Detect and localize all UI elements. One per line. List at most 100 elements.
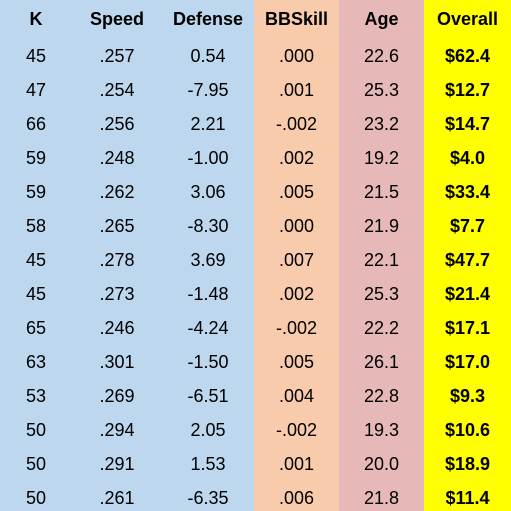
cell-defense: 2.05: [162, 413, 254, 447]
header-overall: Overall: [424, 0, 511, 39]
cell-k: 47: [0, 73, 72, 107]
cell-overall: $21.4: [424, 277, 511, 311]
cell-k: 63: [0, 345, 72, 379]
cell-age: 26.1: [339, 345, 424, 379]
cell-overall: $4.0: [424, 141, 511, 175]
cell-bbskill: -.002: [254, 413, 339, 447]
cell-defense: -4.24: [162, 311, 254, 345]
header-row: K Speed Defense BBSkill Age Overall: [0, 0, 511, 39]
table-row: 59.262 3.06.005 21.5 $33.4: [0, 175, 511, 209]
cell-bbskill: .002: [254, 277, 339, 311]
cell-bbskill: -.002: [254, 311, 339, 345]
cell-k: 45: [0, 243, 72, 277]
cell-bbskill: .007: [254, 243, 339, 277]
cell-bbskill: .004: [254, 379, 339, 413]
cell-defense: 1.53: [162, 447, 254, 481]
cell-k: 50: [0, 447, 72, 481]
cell-speed: .273: [72, 277, 162, 311]
header-speed: Speed: [72, 0, 162, 39]
header-age: Age: [339, 0, 424, 39]
table-row: 47.254 -7.95.001 25.3 $12.7: [0, 73, 511, 107]
cell-age: 19.3: [339, 413, 424, 447]
cell-k: 50: [0, 413, 72, 447]
cell-defense: 3.69: [162, 243, 254, 277]
table-row: 45.278 3.69.007 22.1 $47.7: [0, 243, 511, 277]
cell-speed: .246: [72, 311, 162, 345]
cell-speed: .269: [72, 379, 162, 413]
cell-age: 22.2: [339, 311, 424, 345]
cell-speed: .278: [72, 243, 162, 277]
header-bbskill: BBSkill: [254, 0, 339, 39]
cell-overall: $10.6: [424, 413, 511, 447]
cell-bbskill: .006: [254, 481, 339, 511]
cell-overall: $18.9: [424, 447, 511, 481]
cell-defense: -1.50: [162, 345, 254, 379]
cell-age: 22.6: [339, 39, 424, 73]
cell-overall: $11.4: [424, 481, 511, 511]
table-body: 45.257 0.54.000 22.6 $62.4 47.254 -7.95.001 25…: [0, 39, 511, 511]
table-row: 65.246 -4.24 -.002 22.2 $17.1: [0, 311, 511, 345]
cell-age: 22.8: [339, 379, 424, 413]
cell-defense: -6.51: [162, 379, 254, 413]
cell-speed: .254: [72, 73, 162, 107]
cell-bbskill: .005: [254, 345, 339, 379]
cell-overall: $9.3: [424, 379, 511, 413]
cell-speed: .294: [72, 413, 162, 447]
table-row: 63.301 -1.50.005 26.1 $17.0: [0, 345, 511, 379]
cell-defense: 2.21: [162, 107, 254, 141]
table-row: 45.257 0.54.000 22.6 $62.4: [0, 39, 511, 73]
cell-speed: .291: [72, 447, 162, 481]
header-k: K: [0, 0, 72, 39]
cell-overall: $17.0: [424, 345, 511, 379]
cell-speed: .262: [72, 175, 162, 209]
cell-bbskill: -.002: [254, 107, 339, 141]
cell-defense: -7.95: [162, 73, 254, 107]
cell-defense: -6.35: [162, 481, 254, 511]
cell-overall: $7.7: [424, 209, 511, 243]
table-row: 59.248 -1.00.002 19.2 $4.0: [0, 141, 511, 175]
cell-overall: $14.7: [424, 107, 511, 141]
cell-defense: -1.00: [162, 141, 254, 175]
cell-age: 25.3: [339, 277, 424, 311]
cell-k: 66: [0, 107, 72, 141]
cell-bbskill: .001: [254, 447, 339, 481]
cell-overall: $33.4: [424, 175, 511, 209]
cell-speed: .248: [72, 141, 162, 175]
cell-speed: .256: [72, 107, 162, 141]
cell-defense: 0.54: [162, 39, 254, 73]
table-row: 50.261 -6.35.006 21.8 $11.4: [0, 481, 511, 511]
cell-age: 25.3: [339, 73, 424, 107]
cell-bbskill: .000: [254, 209, 339, 243]
cell-defense: -8.30: [162, 209, 254, 243]
cell-age: 23.2: [339, 107, 424, 141]
cell-overall: $17.1: [424, 311, 511, 345]
table-row: 66.256 2.21 -.002 23.2 $14.7: [0, 107, 511, 141]
cell-k: 45: [0, 277, 72, 311]
cell-overall: $47.7: [424, 243, 511, 277]
cell-bbskill: .002: [254, 141, 339, 175]
cell-speed: .261: [72, 481, 162, 511]
cell-k: 50: [0, 481, 72, 511]
cell-speed: .265: [72, 209, 162, 243]
cell-k: 65: [0, 311, 72, 345]
table-row: 45.273 -1.48.002 25.3 $21.4: [0, 277, 511, 311]
cell-defense: 3.06: [162, 175, 254, 209]
table-row: 50.291 1.53.001 20.0 $18.9: [0, 447, 511, 481]
cell-overall: $62.4: [424, 39, 511, 73]
table-row: 53.269 -6.51.004 22.8 $9.3: [0, 379, 511, 413]
cell-age: 21.8: [339, 481, 424, 511]
cell-bbskill: .000: [254, 39, 339, 73]
cell-k: 58: [0, 209, 72, 243]
cell-bbskill: .001: [254, 73, 339, 107]
cell-speed: .301: [72, 345, 162, 379]
cell-speed: .257: [72, 39, 162, 73]
cell-overall: $12.7: [424, 73, 511, 107]
cell-age: 19.2: [339, 141, 424, 175]
header-defense: Defense: [162, 0, 254, 39]
table-row: 58.265 -8.30.000 21.9 $7.7: [0, 209, 511, 243]
cell-k: 45: [0, 39, 72, 73]
cell-age: 20.0: [339, 447, 424, 481]
cell-defense: -1.48: [162, 277, 254, 311]
